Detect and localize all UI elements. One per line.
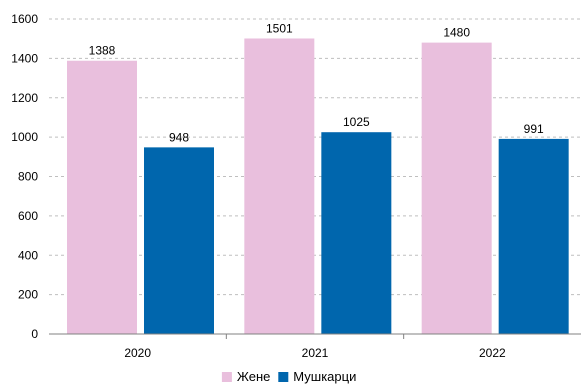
- data-label-2022-series-0: 1480: [443, 26, 470, 40]
- axes: 0 200 400 600 800 1000 1200 1400 1600 2020 2021 202…: [11, 12, 581, 360]
- data-labels: 1388 948 1501 1025 1480 991: [89, 21, 544, 144]
- x-tick-label-2020: 2020: [124, 346, 151, 360]
- bar-2021-series-1: [321, 132, 392, 334]
- y-tick-label: 800: [18, 170, 38, 184]
- y-tick-label: 1400: [11, 51, 38, 65]
- y-tick-label: 400: [18, 248, 38, 262]
- gridlines: [49, 18, 581, 296]
- bar-2020-series-0: [67, 60, 137, 335]
- data-label-2021-series-0: 1501: [266, 21, 293, 35]
- y-tick-label: 0: [31, 327, 38, 341]
- data-label-2021-series-1: 1025: [343, 115, 370, 129]
- x-tick-label-2022: 2022: [479, 346, 506, 360]
- y-tick-label: 600: [18, 209, 38, 223]
- bar-2020-series-1: [144, 147, 214, 334]
- data-label-2022-series-1: 991: [524, 122, 544, 136]
- bar-2022-series-0: [421, 42, 492, 334]
- legend-label-series-1: Мушкарци: [293, 369, 356, 384]
- x-tick-label-2021: 2021: [302, 346, 329, 360]
- y-tick-label: 1000: [11, 130, 38, 144]
- bars: [67, 38, 569, 335]
- y-tick-label: 1600: [11, 12, 38, 26]
- bar-2022-series-1: [498, 138, 569, 334]
- y-tick-label: 1200: [11, 91, 38, 105]
- legend-label-series-0: Жене: [237, 369, 270, 384]
- y-tick-label: 200: [18, 288, 38, 302]
- data-label-2020-series-1: 948: [169, 130, 189, 144]
- bar-2021-series-0: [244, 38, 315, 334]
- legend-swatch-series-1: [278, 372, 289, 382]
- data-label-2020-series-0: 1388: [89, 44, 116, 58]
- legend: Жене Мушкарци: [221, 369, 356, 384]
- legend-swatch-series-0: [221, 372, 232, 382]
